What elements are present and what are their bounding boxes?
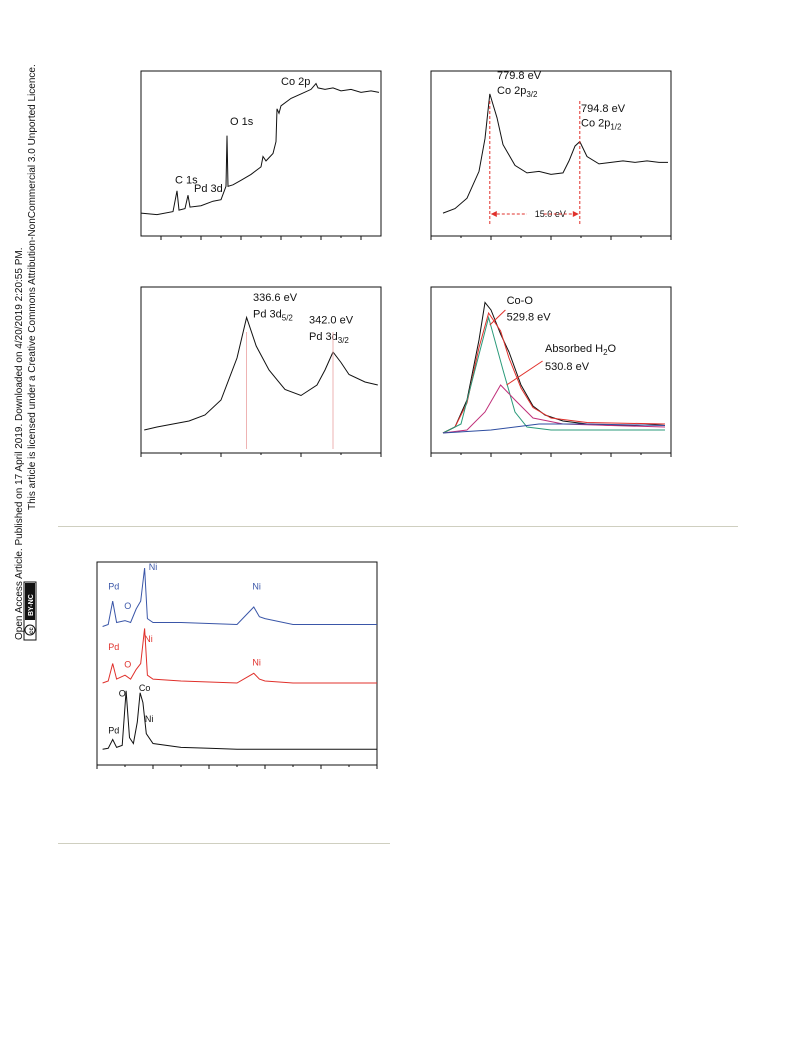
- pointer-arrow: [489, 309, 506, 326]
- annotation-label: Pd: [108, 642, 119, 652]
- series-line-green: [442, 315, 665, 434]
- license-notice: Open Access Article. Published on 17 Apr…: [8, 40, 48, 660]
- annotation-label: Co-O: [507, 295, 534, 307]
- license-line-1: Open Access Article. Published on 17 Apr…: [14, 248, 25, 641]
- annotation-label: Pd: [108, 581, 119, 591]
- series-line-black: [442, 93, 668, 214]
- plot-frame: [140, 70, 382, 237]
- annotation-label: 779.8 eV: [497, 70, 542, 82]
- annotation-label: Pd 3d3/2: [309, 331, 349, 345]
- annotation-label: Ni: [145, 714, 154, 724]
- annotation-label: O: [119, 689, 126, 699]
- cc-badge-cc: cc: [29, 627, 35, 634]
- annotation-label: 342.0 eV: [309, 315, 354, 327]
- license-notice-svg: Open Access Article. Published on 17 Apr…: [14, 64, 38, 641]
- annotation-label: Pd 3d: [194, 183, 223, 195]
- annotation-label: Ni: [252, 581, 261, 591]
- annotation-label: C 1s: [175, 174, 198, 186]
- series-line-black: [102, 690, 377, 750]
- annotation-label: Co 2p: [281, 76, 310, 88]
- divider-line: [58, 843, 390, 844]
- series-line-magenta: [442, 384, 666, 434]
- xps-panel-c: 336.6 eV Pd 3d5/2 342.0 eV Pd 3d3/2: [140, 286, 382, 457]
- annotation-label: O: [124, 601, 131, 611]
- annotation-label: 530.8 eV: [545, 361, 590, 373]
- cc-icon: [24, 624, 36, 636]
- annotation-label: O: [124, 659, 131, 669]
- pointer-arrow: [506, 360, 543, 386]
- series-line-black: [144, 315, 378, 431]
- annotation-label: Pd 3d5/2: [253, 309, 293, 323]
- series-line-red: [102, 628, 377, 684]
- annotation-label: Pd: [108, 726, 119, 736]
- divider-line: [58, 526, 738, 527]
- annotation-label: Ni: [144, 634, 153, 644]
- annotation-label: Ni: [149, 562, 158, 572]
- annotation-label: Absorbed H2O: [545, 343, 617, 357]
- plot-frame: [96, 561, 378, 766]
- cc-badge[interactable]: cc BY-NC: [23, 581, 37, 641]
- annotation-label: 336.6 eV: [253, 292, 298, 304]
- annotation-label: Co: [139, 683, 151, 693]
- series-line-black: [140, 82, 380, 216]
- annotation-label: O 1s: [230, 116, 254, 128]
- cc-badge-text: BY-NC: [28, 594, 35, 616]
- annotation-label: 529.8 eV: [507, 312, 552, 324]
- annotation-label: Ni: [252, 657, 261, 667]
- arrow-head: [572, 211, 579, 217]
- xps-panel-d: Co-O 529.8 eV Absorbed H2O 530.8 eV: [430, 286, 672, 457]
- cc-badge-bar: [25, 583, 35, 620]
- edx-chart: Pd O Ni Ni Pd O Ni Ni Pd O Co Ni: [96, 561, 378, 769]
- series-line-navy: [442, 423, 666, 434]
- license-line-2: This article is licensed under a Creativ…: [27, 64, 38, 510]
- annotation-label: 794.8 eV: [581, 103, 626, 115]
- series-line-blue: [102, 567, 377, 627]
- annotation-label: Co 2p1/2: [581, 118, 622, 132]
- series-line-red: [442, 311, 666, 434]
- arrow-head: [490, 211, 497, 217]
- annotation-label: Co 2p3/2: [497, 85, 538, 99]
